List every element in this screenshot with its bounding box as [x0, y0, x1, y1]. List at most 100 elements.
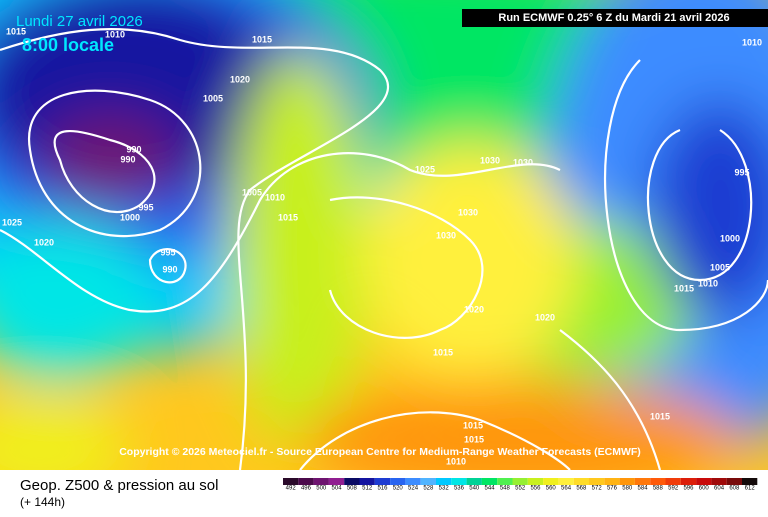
lead-time: (+ 144h)	[20, 495, 65, 509]
scale-swatch	[726, 478, 742, 485]
field	[0, 0, 768, 470]
scale-label: 596	[683, 486, 694, 492]
scale-label: 524	[408, 486, 419, 492]
isobar-label: 1015	[463, 420, 483, 430]
scale-label: 528	[423, 486, 434, 492]
scale-swatch	[481, 478, 498, 485]
isobar-label: 1015	[252, 34, 272, 44]
scale-swatch	[573, 478, 589, 485]
isobar-label: 1015	[6, 26, 26, 36]
scale-label: 568	[576, 486, 587, 492]
isobar-label: 1030	[458, 207, 478, 217]
color-scale: 492 496 500 504 508 512 516 520 524 528 532 536 540 5…	[283, 478, 758, 492]
scale-swatch	[359, 478, 375, 485]
scale-swatch	[696, 478, 712, 485]
scale-swatch	[650, 478, 666, 485]
isobar-label: 990	[126, 144, 141, 154]
isobar-label: 1010	[742, 37, 762, 47]
scale-label: 520	[393, 486, 404, 492]
isobar-label: 1010	[265, 192, 285, 202]
scale-swatch	[604, 478, 620, 485]
isobar-label: 995	[734, 167, 749, 177]
scale-swatch	[420, 478, 436, 485]
scale-swatch	[298, 478, 314, 485]
scale-swatch	[527, 478, 544, 485]
scale-swatch	[665, 478, 681, 485]
isobar-label: 1025	[2, 217, 22, 227]
forecast-date: Lundi 27 avril 2026	[16, 13, 143, 30]
scale-label: 588	[653, 486, 664, 492]
isobar-label: 1015	[278, 212, 298, 222]
scale-swatch	[405, 478, 421, 485]
scale-label: 516	[377, 486, 388, 492]
scale-label: 492	[286, 486, 297, 492]
scale-swatch	[497, 478, 513, 485]
scale-label: 500	[316, 486, 327, 492]
isobar-label: 1020	[34, 237, 54, 247]
isobar-label: 990	[120, 154, 135, 164]
scale-swatch	[451, 478, 467, 485]
scale-swatch	[543, 478, 559, 485]
run-info: Run ECMWF 0.25° 6 Z du Mardi 21 avril 20…	[498, 12, 729, 24]
scale-label: 604	[714, 486, 725, 492]
forecast-time: 8:00 locale	[22, 35, 114, 55]
isobar-label: 1015	[464, 434, 484, 444]
isobar-label: 1010	[105, 29, 125, 39]
isobar-label: 1030	[436, 230, 456, 240]
scale-label: 608	[729, 486, 740, 492]
scale-label: 600	[699, 486, 710, 492]
scale-label: 576	[607, 486, 618, 492]
scale-swatch	[680, 478, 697, 485]
scale-label: 556	[530, 486, 541, 492]
scale-label: 612	[745, 486, 756, 492]
scale-swatch	[558, 478, 574, 485]
scale-label: 560	[546, 486, 557, 492]
scale-swatch	[390, 478, 406, 485]
scale-swatch	[589, 478, 605, 485]
scale-label: 572	[592, 486, 603, 492]
scale-swatch	[328, 478, 345, 485]
isobar-label: 995	[160, 247, 175, 257]
isobar-label: 1000	[120, 212, 140, 222]
isobar-label: 1030	[480, 155, 500, 165]
scale-label: 552	[515, 486, 526, 492]
isobar-label: 1020	[535, 312, 555, 322]
isobar-label: 1025	[415, 164, 435, 174]
isobar-label: 1010	[698, 278, 718, 288]
scale-label: 540	[469, 486, 480, 492]
isobar-label: 1005	[710, 262, 730, 272]
scale-label: 544	[485, 486, 496, 492]
scale-swatch	[344, 478, 360, 485]
scale-swatch	[634, 478, 651, 485]
scale-label: 584	[638, 486, 649, 492]
scale-swatch	[313, 478, 329, 485]
scale-swatch	[512, 478, 528, 485]
scale-swatch	[283, 478, 299, 485]
scale-label: 512	[362, 486, 373, 492]
footer-title: Geop. Z500 & pression au sol	[20, 477, 218, 494]
scale-label: 564	[561, 486, 572, 492]
scale-label: 504	[332, 486, 343, 492]
scale-label: 532	[439, 486, 450, 492]
isobar-label: 1005	[242, 187, 262, 197]
isobar-label: 1000	[720, 233, 740, 243]
isobar-label: 995	[138, 202, 153, 212]
scale-swatch	[711, 478, 727, 485]
scale-label: 496	[301, 486, 312, 492]
scale-swatch	[466, 478, 482, 485]
isobar-label: 1020	[464, 304, 484, 314]
scale-swatch	[374, 478, 391, 485]
isobar-label: 1015	[433, 347, 453, 357]
scale-label: 548	[500, 486, 511, 492]
isobar-label: 1015	[650, 411, 670, 421]
scale-label: 592	[668, 486, 679, 492]
scale-label: 580	[622, 486, 633, 492]
isobar-label: 990	[162, 264, 177, 274]
scale-swatch	[742, 478, 758, 485]
isobar-label: 1030	[513, 157, 533, 167]
scale-swatch	[619, 478, 635, 485]
isobar-label: 1005	[203, 93, 223, 103]
copyright: Copyright © 2026 Meteociel.fr - Source E…	[119, 446, 641, 458]
isobar-label: 1015	[674, 283, 694, 293]
